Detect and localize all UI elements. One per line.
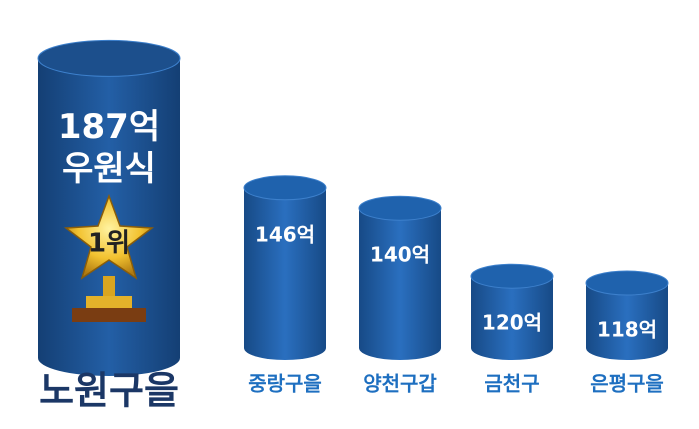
- value-label: 187억: [58, 107, 160, 147]
- cylinder-body: [359, 208, 441, 360]
- rank-label: 1위: [88, 229, 130, 259]
- value-label: 146억: [255, 222, 315, 246]
- category-label: 은평구을: [590, 372, 664, 396]
- candidate-name: 우원식: [62, 149, 156, 189]
- category-label: 중랑구을: [248, 372, 322, 396]
- trophy-icon: 1위: [63, 193, 155, 322]
- cylinder-top: [243, 175, 327, 201]
- category-label: 노원구을: [39, 369, 179, 413]
- value-label: 118억: [597, 318, 657, 342]
- cylinder-top: [358, 195, 442, 221]
- cylinder-top: [470, 263, 554, 289]
- cylinder-body: [586, 283, 668, 360]
- value-label: 120억: [482, 311, 542, 335]
- value-label: 140억: [370, 243, 430, 267]
- cylinder-top: [585, 270, 669, 296]
- cylinder-body: [471, 276, 553, 360]
- category-label: 양천구갑: [363, 372, 437, 396]
- cylinder-top: [37, 39, 181, 77]
- category-label: 금천구: [484, 372, 539, 396]
- cylinder-body: [244, 187, 326, 360]
